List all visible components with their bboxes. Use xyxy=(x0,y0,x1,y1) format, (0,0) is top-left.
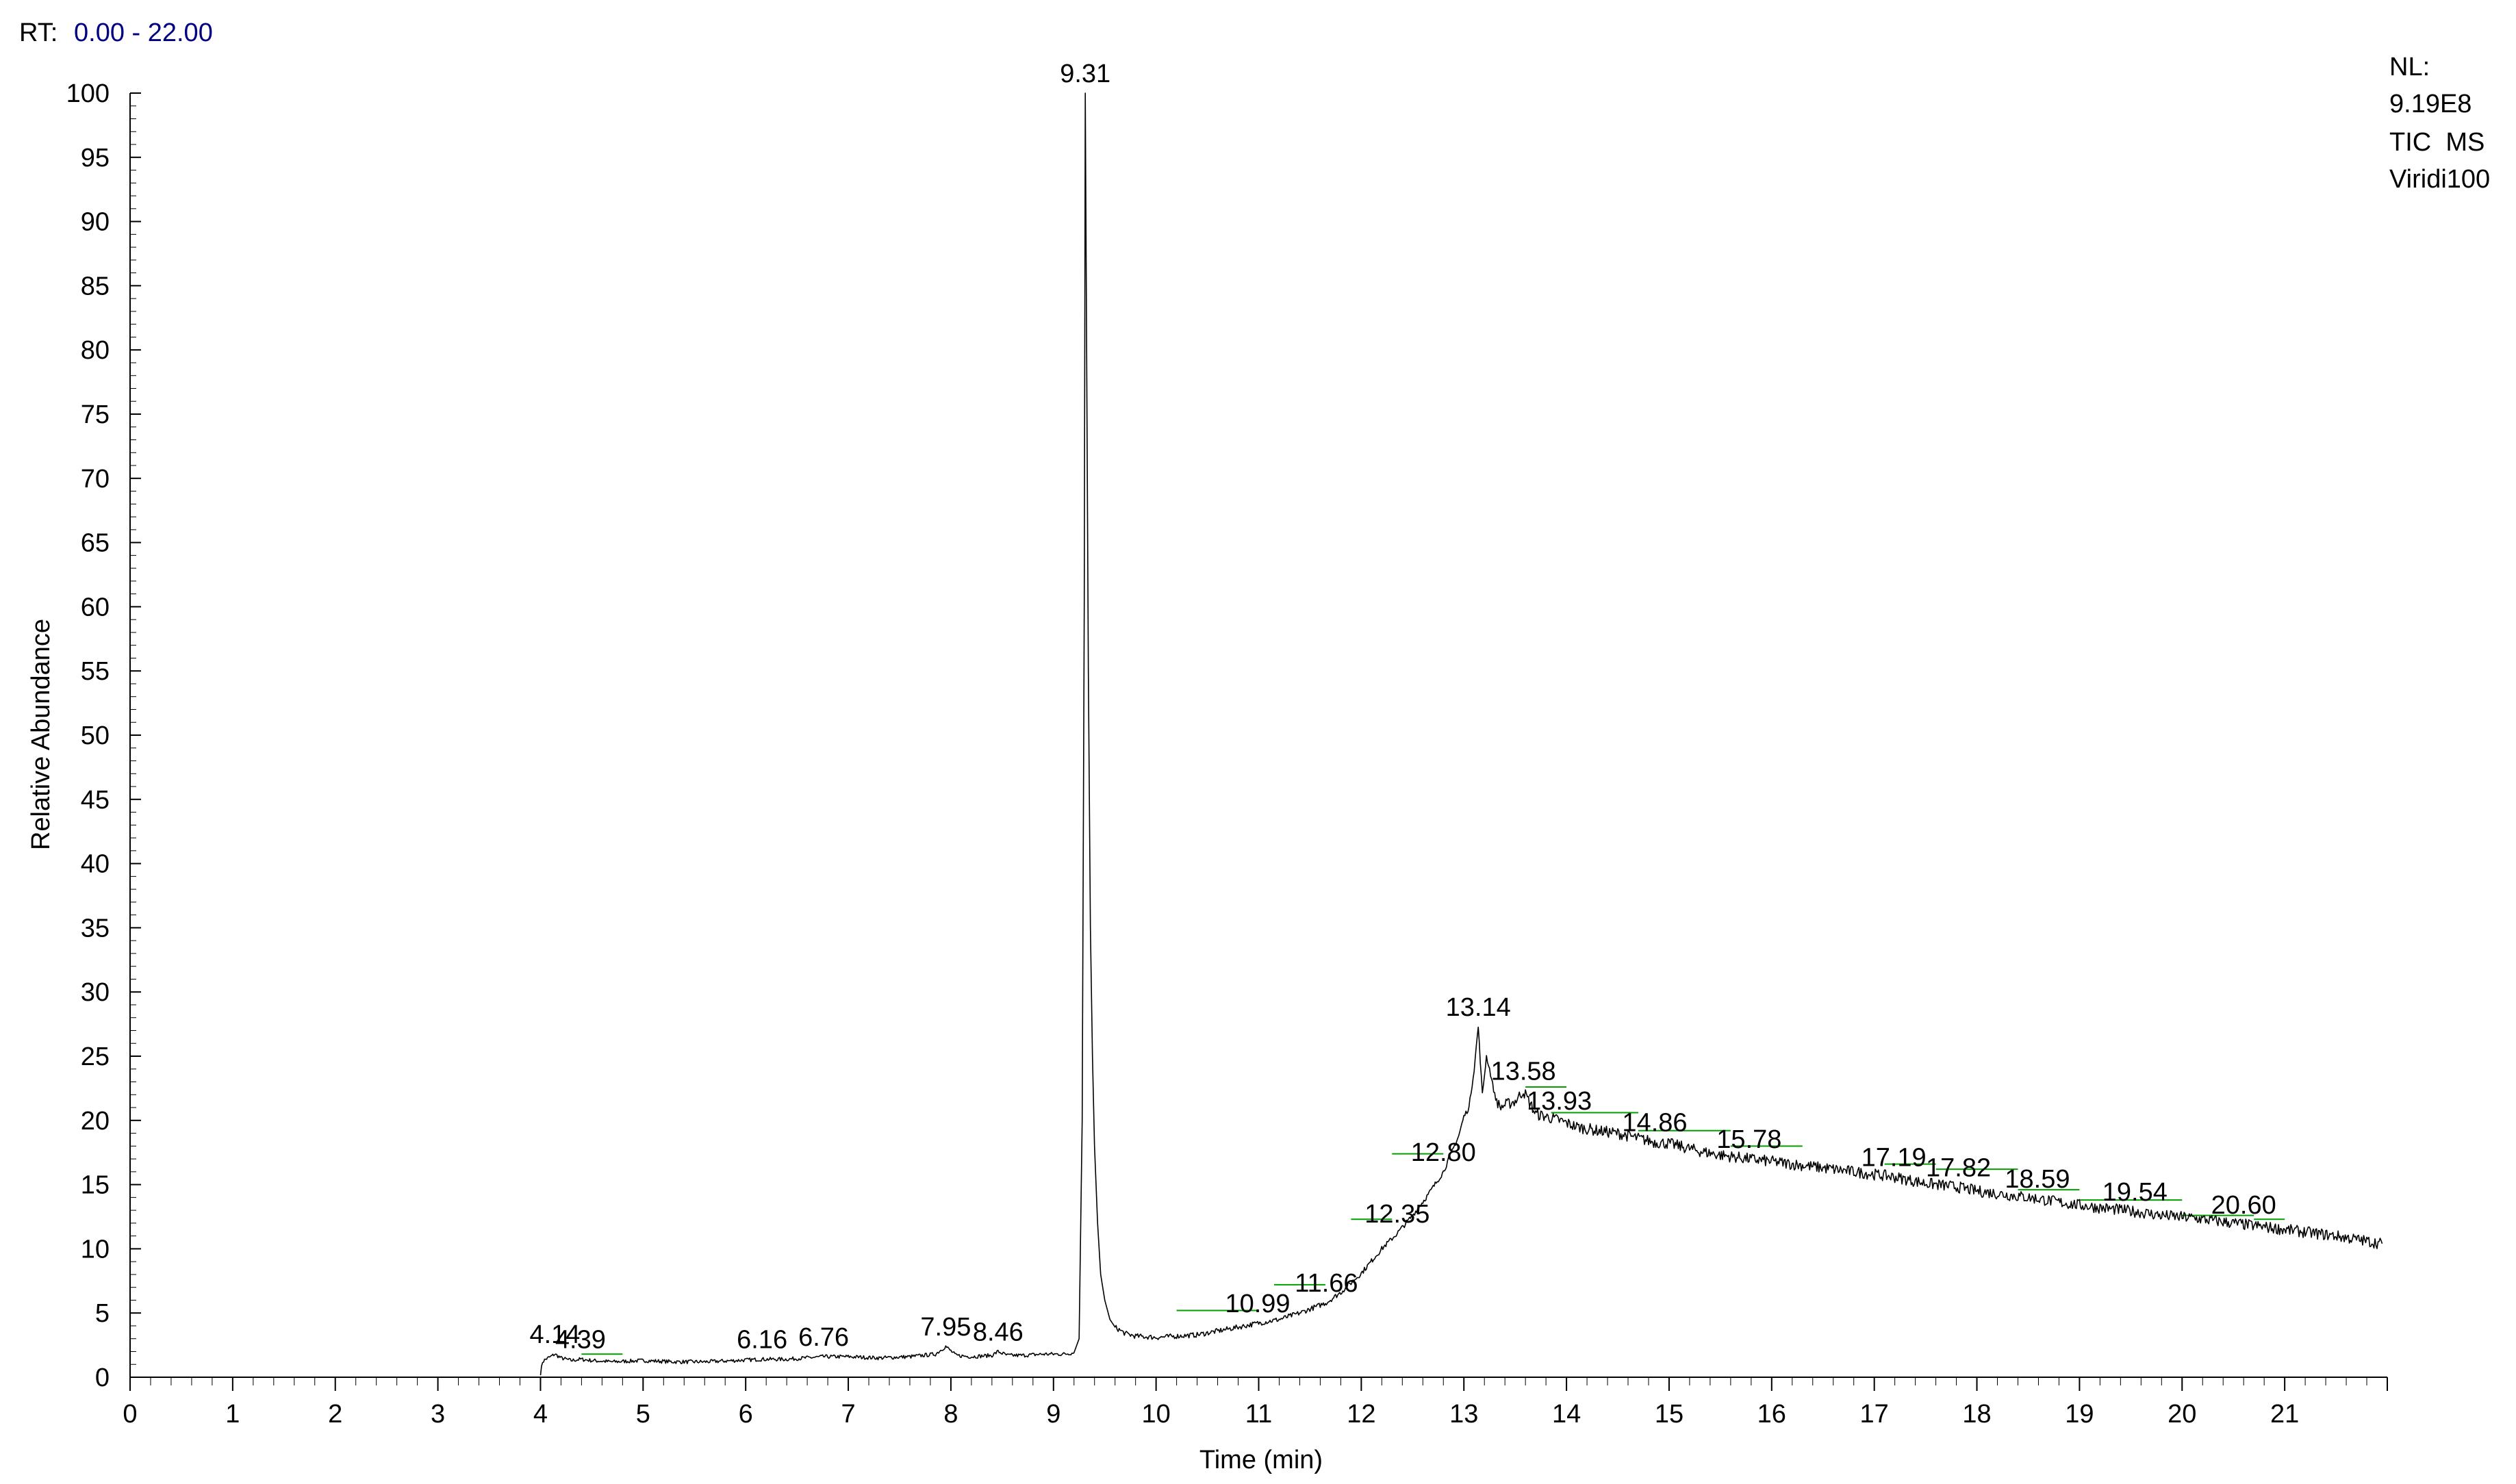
x-tick-label: 17 xyxy=(1860,1400,1889,1429)
x-tick-label: 6 xyxy=(739,1400,753,1429)
y-tick-label: 20 xyxy=(81,1107,110,1136)
peak-label: 12.35 xyxy=(1364,1200,1429,1229)
peak-label: 17.82 xyxy=(1926,1153,1991,1182)
trace-type: TIC MS xyxy=(2389,128,2485,157)
tic-trace xyxy=(539,92,2383,1376)
x-tick-label: 2 xyxy=(328,1400,342,1429)
peak-label: 4.39 xyxy=(555,1326,606,1355)
peak-label: 4.14 xyxy=(529,1320,580,1349)
y-tick-label: 80 xyxy=(81,336,110,365)
sample-name: Viridi100 xyxy=(2389,165,2490,194)
y-tick-label: 100 xyxy=(66,79,110,108)
tic-line xyxy=(539,92,2383,1376)
y-tick-label: 95 xyxy=(81,144,110,172)
peak-label: 19.54 xyxy=(2102,1178,2168,1207)
rt-range: 0.00 - 22.00 xyxy=(74,18,213,47)
x-tick-label: 13 xyxy=(1449,1400,1478,1429)
y-tick-label: 75 xyxy=(81,400,110,429)
x-tick-label: 10 xyxy=(1141,1400,1170,1429)
x-tick-label: 18 xyxy=(1962,1400,1991,1429)
peak-label: 8.46 xyxy=(973,1318,1024,1346)
y-tick-label: 25 xyxy=(81,1042,110,1071)
nl-label: NL: xyxy=(2389,53,2430,81)
x-tick-label: 3 xyxy=(431,1400,445,1429)
y-tick-label: 60 xyxy=(81,593,110,622)
peak-label: 6.16 xyxy=(737,1326,787,1355)
peak-label: 6.76 xyxy=(798,1323,849,1352)
y-tick-label: 85 xyxy=(81,272,110,300)
peak-label: 10.99 xyxy=(1225,1290,1290,1318)
y-tick-label: 10 xyxy=(81,1235,110,1264)
y-tick-label: 35 xyxy=(81,914,110,943)
peak-label: 11.66 xyxy=(1295,1269,1358,1298)
peak-label: 7.95 xyxy=(920,1313,971,1342)
y-tick-label: 40 xyxy=(81,850,110,879)
y-tick-label: 90 xyxy=(81,208,110,237)
peak-label: 13.93 xyxy=(1527,1087,1592,1116)
x-tick-label: 5 xyxy=(636,1400,650,1429)
peak-label: 14.86 xyxy=(1622,1109,1687,1138)
x-tick-label: 7 xyxy=(841,1400,855,1429)
peak-label: 13.14 xyxy=(1446,993,1511,1022)
rt-label: RT: xyxy=(19,18,58,47)
y-ticks: 0 5 10 15 20 25 30 35 40 45 50 55 60 65 70 75 80 85 90 95 10… xyxy=(66,79,141,1392)
peak-label: 20.60 xyxy=(2211,1191,2276,1220)
y-tick-label: 30 xyxy=(81,978,110,1007)
x-tick-label: 11 xyxy=(1245,1400,1272,1429)
y-axis-title: Relative Abundance xyxy=(27,619,55,850)
x-tick-label: 12 xyxy=(1347,1400,1375,1429)
y-tick-label: 55 xyxy=(81,657,110,686)
y-tick-label: 70 xyxy=(81,465,110,494)
x-tick-label: 16 xyxy=(1757,1400,1786,1429)
x-tick-label: 9 xyxy=(1046,1400,1060,1429)
y-tick-label: 15 xyxy=(81,1171,110,1200)
x-axis-title: Time (min) xyxy=(1199,1446,1323,1474)
nl-value: 9.19E8 xyxy=(2389,90,2471,118)
x-tick-label: 4 xyxy=(533,1400,548,1429)
x-tick-label: 15 xyxy=(1655,1400,1683,1429)
y-tick-label: 50 xyxy=(81,721,110,750)
peak-label: 15.78 xyxy=(1716,1125,1781,1154)
peak-label: 13.58 xyxy=(1491,1058,1556,1086)
x-ticks: 0 1 2 3 4 5 6 7 8 9 10 11 12 13 14 15 16 17 18 19 20 21 xyxy=(123,1377,2388,1429)
y-tick-label: 5 xyxy=(95,1299,110,1328)
peak-label: 9.31 xyxy=(1060,60,1110,88)
y-tick-label: 0 xyxy=(95,1364,110,1392)
x-tick-label: 0 xyxy=(123,1400,137,1429)
x-tick-label: 20 xyxy=(2168,1400,2196,1429)
x-tick-label: 14 xyxy=(1552,1400,1581,1429)
x-tick-label: 21 xyxy=(2270,1400,2299,1429)
peak-label: 17.19 xyxy=(1861,1143,1927,1172)
baseline-marks xyxy=(581,1086,2285,1355)
y-tick-label: 65 xyxy=(81,529,110,558)
peak-label: 12.80 xyxy=(1411,1138,1476,1167)
x-tick-label: 8 xyxy=(943,1400,958,1429)
x-tick-label: 1 xyxy=(225,1400,240,1429)
peak-label: 18.59 xyxy=(2005,1165,2070,1194)
x-tick-label: 19 xyxy=(2065,1400,2094,1429)
y-tick-label: 45 xyxy=(81,786,110,815)
